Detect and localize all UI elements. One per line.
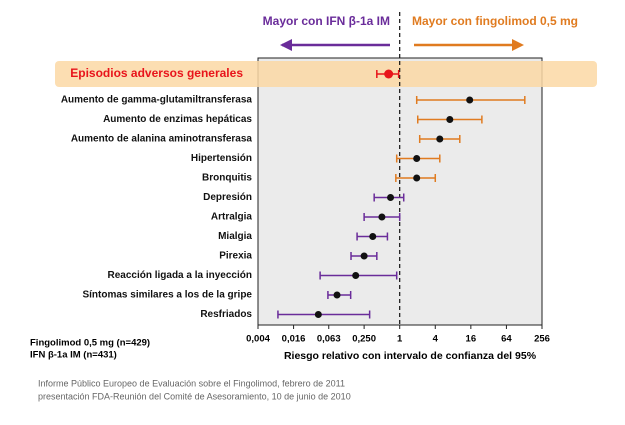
note: IFN β-1a IM (n=431): [30, 350, 117, 361]
point: [352, 272, 360, 279]
x-tick-label: 4: [433, 334, 439, 345]
row-label: Bronquitis: [202, 173, 252, 184]
row-label: Síntomas similares a los de la gripe: [82, 290, 252, 301]
row-label: Aumento de alanina aminotransferasa: [71, 134, 253, 145]
source: Informe Público Europeo de Evaluación so…: [38, 378, 345, 388]
x-tick-label: 0,004: [246, 334, 270, 345]
row-label: Aumento de enzimas hepáticas: [103, 114, 252, 125]
x-tick-label: 0,250: [352, 334, 376, 345]
row-label: Reacción ligada a la inyección: [107, 270, 252, 281]
point: [436, 135, 444, 143]
row-label: Episodios adversos generales: [70, 66, 243, 80]
arrow-right-head: [512, 39, 524, 51]
x-tick-label: 256: [534, 334, 550, 345]
point: [413, 155, 421, 162]
point: [413, 174, 421, 182]
point: [360, 252, 368, 260]
point: [378, 213, 386, 221]
row-label: Artralgia: [211, 212, 253, 223]
x-tick-label: 64: [501, 334, 512, 345]
row-label: Pirexia: [219, 251, 252, 262]
header-right: Mayor con fingolimod 0,5 mg: [412, 14, 578, 28]
point: [314, 311, 322, 318]
source: presentación FDA-Reunión del Comité de A…: [38, 391, 351, 401]
row-label: Depresión: [203, 192, 252, 203]
x-tick-label: 0,063: [317, 334, 341, 345]
row-label: Mialgia: [218, 231, 252, 242]
note: Fingolimod 0,5 mg (n=429): [30, 338, 150, 349]
highlight-band: [55, 61, 597, 87]
point: [387, 194, 395, 201]
row-label: Aumento de gamma-glutamiltransferasa: [61, 95, 253, 106]
x-axis-title: Riesgo relativo con intervalo de confian…: [284, 350, 537, 362]
row-label: Hipertensión: [191, 153, 252, 164]
header-left: Mayor con IFN β-1a IM: [263, 14, 390, 28]
x-tick-label: 0,016: [282, 334, 306, 345]
arrow-left-head: [280, 39, 292, 51]
row-label: Resfriados: [200, 309, 252, 320]
point: [369, 233, 377, 240]
x-tick-label: 1: [397, 334, 403, 345]
x-tick-label: 16: [466, 334, 477, 345]
point: [446, 116, 454, 123]
point: [384, 69, 394, 79]
point: [333, 291, 341, 299]
point: [466, 96, 474, 104]
